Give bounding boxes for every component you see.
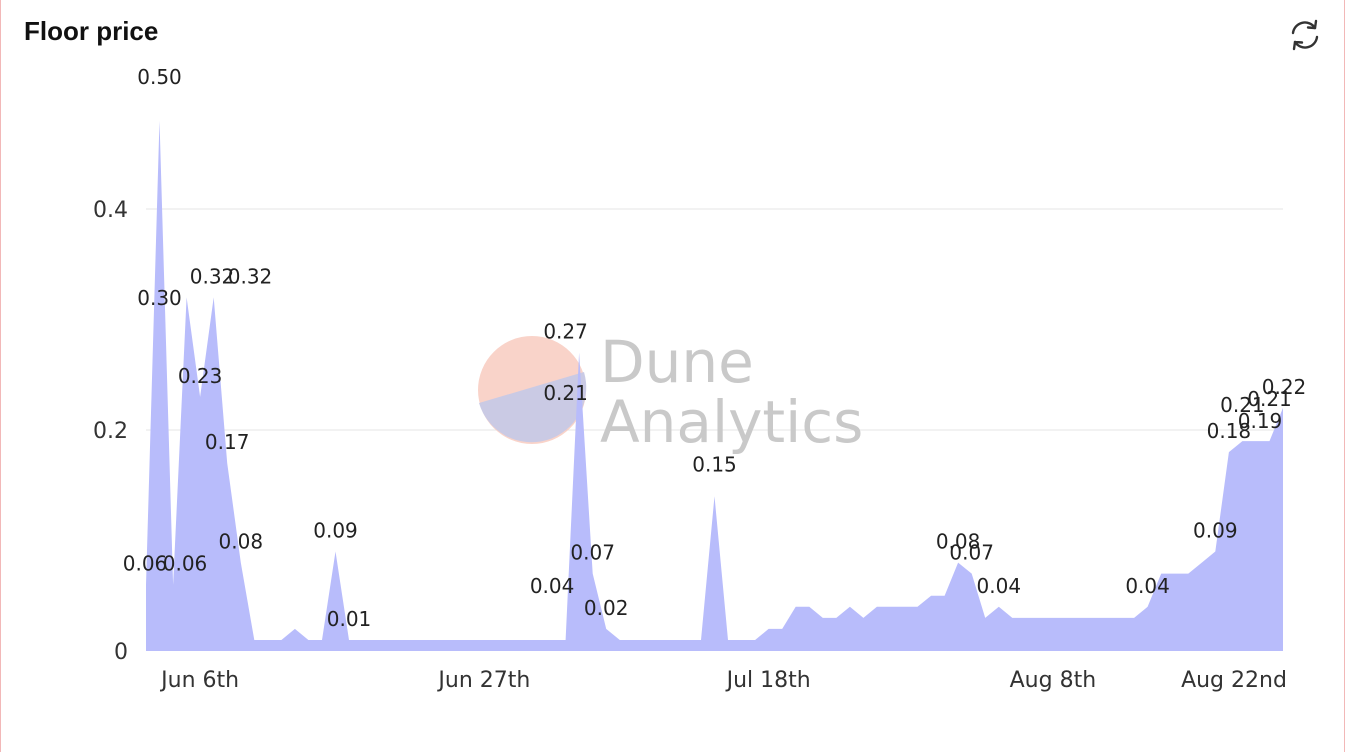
watermark-logo-bottom: [479, 372, 587, 443]
data-label: 0.02: [584, 596, 629, 620]
data-label: 0.27: [543, 320, 588, 344]
refresh-button[interactable]: [1286, 16, 1324, 54]
data-label: 0.50: [137, 65, 182, 89]
data-label: 0.07: [949, 541, 994, 565]
grid-lines: [146, 208, 1283, 431]
refresh-icon: [1291, 19, 1319, 51]
y-axis: 0 0.2 0.4: [93, 198, 128, 665]
data-label: 0.21: [1220, 393, 1265, 417]
data-label: 0.22: [1262, 375, 1307, 399]
data-label: 0.09: [313, 519, 358, 543]
x-tick-label: Aug 8th: [1010, 668, 1097, 693]
x-tick-label: Jul 18th: [725, 668, 811, 693]
data-label: 0.06: [123, 552, 168, 576]
area-series: [146, 120, 1283, 652]
data-label: 0.08: [219, 530, 264, 554]
watermark-line2: Analytics: [600, 388, 863, 456]
data-label: 0.32: [228, 264, 273, 288]
dune-watermark: Dune Analytics: [478, 328, 863, 456]
data-label: 0.04: [1125, 574, 1170, 598]
y-tick-label: 0: [114, 640, 128, 665]
data-label: 0.32: [190, 264, 235, 288]
data-label: 0.23: [178, 364, 223, 388]
data-label: 0.21: [1247, 387, 1292, 411]
data-label: 0.21: [543, 381, 588, 405]
x-tick-label: Jun 27th: [436, 668, 530, 693]
data-label: 0.15: [692, 452, 737, 476]
data-label: 0.06: [163, 552, 208, 576]
data-label: 0.19: [1238, 409, 1283, 433]
x-tick-label: Jun 6th: [159, 668, 239, 693]
data-label: 0.04: [530, 574, 575, 598]
data-label: 0.01: [327, 607, 372, 631]
data-label: 0.18: [1207, 419, 1252, 443]
data-label: 0.17: [205, 430, 250, 454]
data-label: 0.08: [936, 530, 981, 554]
watermark-line1: Dune: [600, 328, 754, 396]
x-tick-label: Aug 22nd: [1181, 668, 1287, 693]
y-tick-label: 0.4: [93, 198, 128, 223]
data-label: 0.09: [1193, 519, 1238, 543]
y-tick-label: 0.2: [93, 419, 128, 444]
data-label: 0.30: [137, 286, 182, 310]
data-labels: 0.50 0.30 0.320.32 0.23 0.17 0.08 0.060.06 0.09…: [123, 65, 1307, 631]
chart-title: Floor price: [24, 16, 159, 46]
x-axis: Jun 6th Jun 27th Jul 18th Aug 8th Aug 22nd: [159, 668, 1287, 693]
data-label: 0.07: [570, 541, 615, 565]
data-label: 0.04: [977, 574, 1022, 598]
